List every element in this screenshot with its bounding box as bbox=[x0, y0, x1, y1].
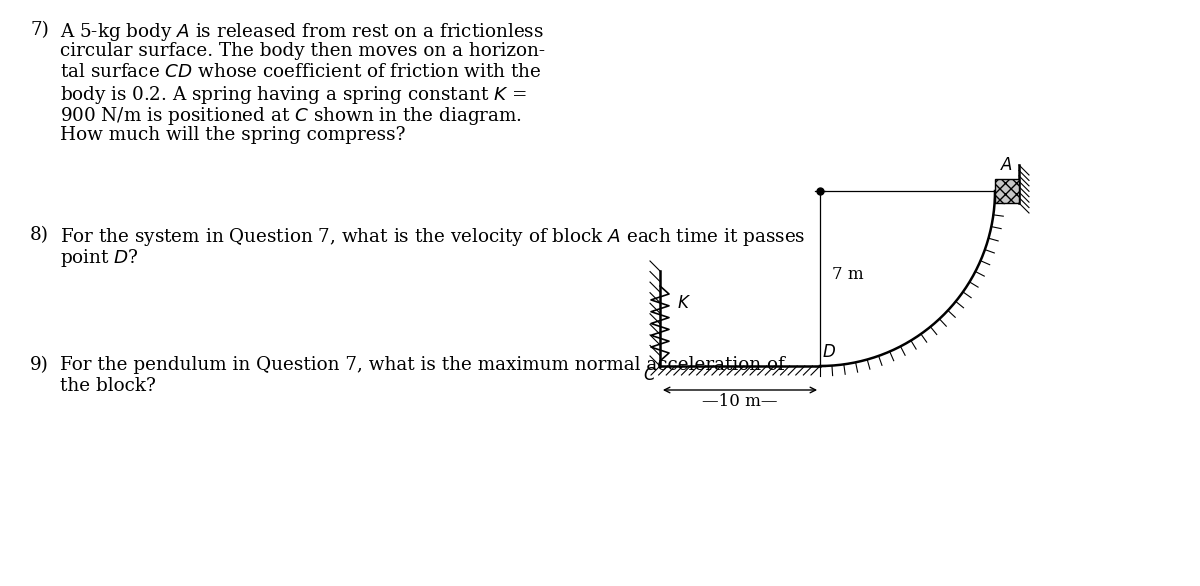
Text: —10 m—: —10 m— bbox=[702, 393, 778, 410]
Text: body is 0.2. A spring having a spring constant $K$ =: body is 0.2. A spring having a spring co… bbox=[60, 84, 527, 106]
Text: the block?: the block? bbox=[60, 377, 156, 395]
Text: $K$: $K$ bbox=[677, 295, 691, 312]
Text: For the system in Question 7, what is the velocity of block $\mathit{A}$ each ti: For the system in Question 7, what is th… bbox=[60, 226, 805, 248]
Text: 9): 9) bbox=[30, 356, 49, 374]
Text: point $\mathit{D}$?: point $\mathit{D}$? bbox=[60, 247, 139, 269]
Text: $D$: $D$ bbox=[822, 344, 836, 361]
Text: $A$: $A$ bbox=[1001, 157, 1014, 174]
Text: tal surface $\mathit{CD}$ whose coefficient of friction with the: tal surface $\mathit{CD}$ whose coeffici… bbox=[60, 63, 541, 81]
Text: For the pendulum in Question 7, what is the maximum normal acceleration of: For the pendulum in Question 7, what is … bbox=[60, 356, 785, 374]
Text: circular surface. The body then moves on a horizon-: circular surface. The body then moves on… bbox=[60, 42, 545, 60]
Text: 8): 8) bbox=[30, 226, 49, 244]
Bar bbox=[995, 179, 1019, 203]
Text: $C$: $C$ bbox=[643, 367, 658, 384]
Text: How much will the spring compress?: How much will the spring compress? bbox=[60, 126, 406, 144]
Text: 900 N/m is positioned at $\mathit{C}$ shown in the diagram.: 900 N/m is positioned at $\mathit{C}$ sh… bbox=[60, 105, 522, 127]
Text: A 5-kg body $\mathit{A}$ is released from rest on a frictionless: A 5-kg body $\mathit{A}$ is released fro… bbox=[60, 21, 544, 43]
Text: 7): 7) bbox=[30, 21, 49, 39]
Text: 7 m: 7 m bbox=[832, 266, 864, 283]
